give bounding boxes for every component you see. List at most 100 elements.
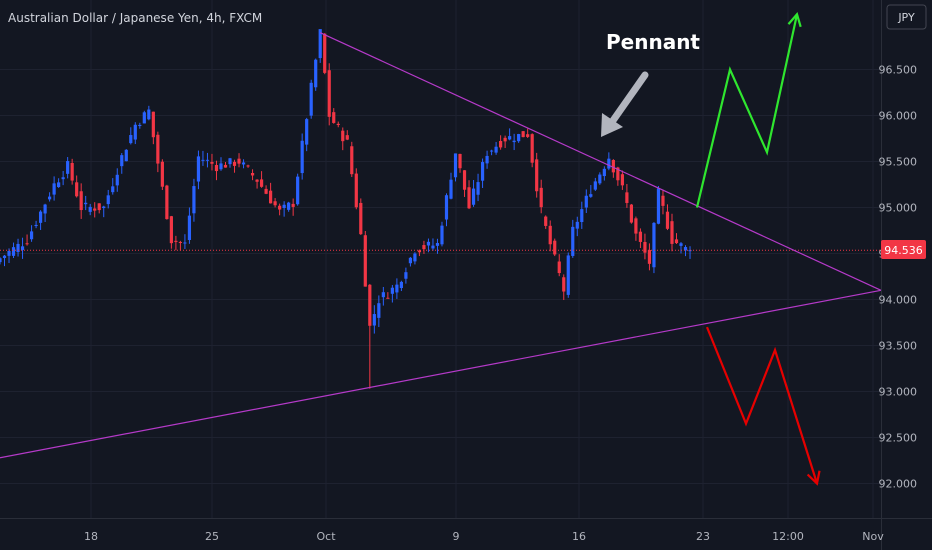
candle-body <box>314 59 318 88</box>
candle-body <box>449 179 453 199</box>
time-tick-label: 18 <box>84 530 98 543</box>
candle-body <box>404 272 408 279</box>
candle-body <box>66 161 70 174</box>
candle-body <box>287 202 291 210</box>
candle-body <box>165 185 169 220</box>
candle-body <box>670 221 674 244</box>
candle-body <box>7 250 11 256</box>
projection-up-path[interactable] <box>695 14 799 208</box>
candle-body <box>512 140 516 143</box>
candle-body <box>503 137 507 142</box>
candle-body <box>16 243 20 253</box>
candle-body <box>192 186 196 214</box>
projection-down-path-arrowhead <box>806 470 821 486</box>
annotation-arrow-icon[interactable] <box>601 71 649 137</box>
time-tick-label: 23 <box>696 530 710 543</box>
last-price-badge: 94.536 <box>881 240 926 259</box>
candle-body <box>440 225 444 245</box>
candle-body <box>88 206 92 212</box>
candle-body <box>638 231 643 242</box>
candle-body <box>75 182 79 197</box>
candle-body <box>372 314 376 326</box>
price-tick-label: 96.500 <box>879 64 918 77</box>
candle-body <box>246 165 250 167</box>
candle-body <box>417 250 422 253</box>
last-price-label: 94.536 <box>884 244 923 257</box>
candle-body <box>255 179 259 182</box>
candle-body <box>535 159 539 192</box>
candle-body <box>210 162 214 164</box>
candle-body <box>300 140 304 174</box>
currency-badge[interactable]: JPY <box>886 4 927 30</box>
currency-badge-label: JPY <box>897 11 915 24</box>
candle-body <box>643 241 647 253</box>
candle-body <box>259 179 264 187</box>
candle-body <box>598 174 602 184</box>
candle-body <box>160 161 164 187</box>
candle-body <box>458 153 462 169</box>
candle-body <box>562 277 566 292</box>
candle-body <box>138 124 142 127</box>
candle-body <box>539 187 543 208</box>
candle-body <box>29 231 34 240</box>
candle-body <box>336 123 340 126</box>
candle-body <box>634 218 638 234</box>
candle-body <box>413 253 417 262</box>
candle-body <box>625 192 629 203</box>
pennant-lower-line[interactable] <box>0 289 882 459</box>
candle-body <box>38 211 43 223</box>
price-tick-label: 94.000 <box>879 294 918 307</box>
projection-down-path[interactable] <box>705 326 819 484</box>
candle-body <box>219 163 223 170</box>
price-tick-label: 92.000 <box>879 478 918 491</box>
candle-body <box>43 204 47 214</box>
time-tick-label: Oct <box>316 530 336 543</box>
candle-body <box>332 112 336 123</box>
candle-body <box>79 191 83 211</box>
candle-body <box>142 112 146 124</box>
time-tick-label: 25 <box>205 530 219 543</box>
candle-body <box>93 208 97 211</box>
candle-body <box>291 203 295 207</box>
candle-body <box>102 206 106 209</box>
candle-body <box>205 159 210 161</box>
candle-body <box>196 156 201 182</box>
candle-body <box>395 284 399 293</box>
candle-body <box>0 258 2 263</box>
candle-body <box>508 136 512 140</box>
pennant-upper-line[interactable] <box>319 32 882 291</box>
price-tick-label: 92.500 <box>879 432 918 445</box>
candle-body <box>661 195 665 206</box>
candle-body <box>120 155 124 167</box>
candle-body <box>354 173 358 208</box>
pattern-lines <box>0 12 882 486</box>
candle-body <box>548 225 552 245</box>
candle-body <box>652 222 656 268</box>
candle-body <box>309 82 313 116</box>
candle-body <box>183 242 187 244</box>
candle-body <box>462 170 467 190</box>
candle-body <box>350 146 354 175</box>
candle-body <box>57 182 61 188</box>
candle-body <box>566 255 570 295</box>
candle-body <box>273 201 277 206</box>
candle-body <box>467 187 471 209</box>
candle-body <box>494 146 498 153</box>
candle-body <box>237 158 241 164</box>
candle-body <box>553 240 557 255</box>
time-axis[interactable]: 18 25 Oct 9 16 23 12:00 Nov <box>84 530 884 543</box>
candle-body <box>147 109 151 120</box>
candle-body <box>282 204 286 208</box>
candle-body <box>341 130 345 142</box>
candle-body <box>359 202 363 235</box>
candle-body <box>521 131 525 138</box>
candle-body <box>530 134 534 163</box>
candle-body <box>363 235 367 287</box>
candle-body <box>480 162 485 181</box>
candle-body <box>390 287 394 294</box>
price-tick-label: 95.500 <box>879 156 918 169</box>
candle-body <box>111 186 115 193</box>
time-tick-label: 12:00 <box>772 530 804 543</box>
candle-body <box>656 188 661 224</box>
candle-body <box>345 135 349 140</box>
